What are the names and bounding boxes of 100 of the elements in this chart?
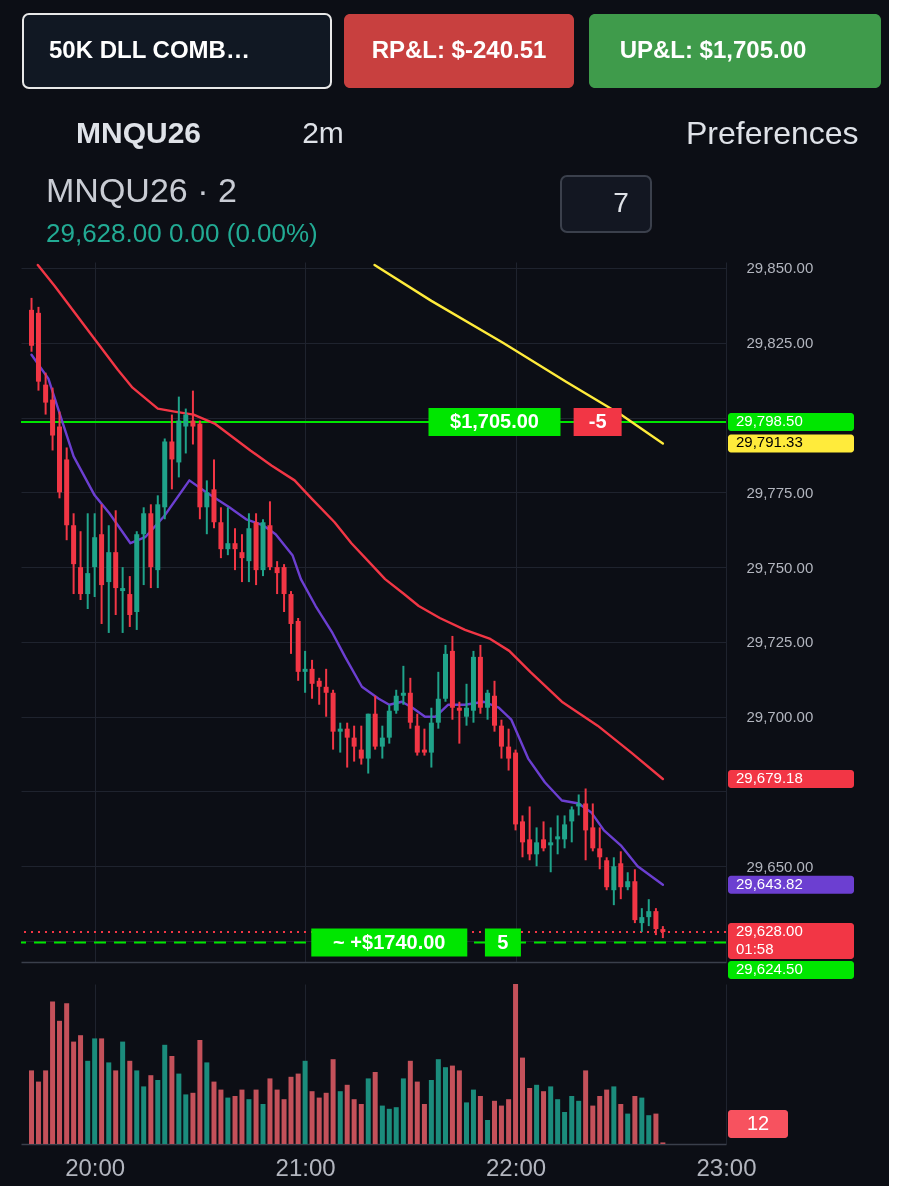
bar [225, 1097, 231, 1144]
bar [274, 1089, 280, 1144]
candlestick [344, 721, 350, 769]
y-tick-label: 29,775.00 [746, 483, 814, 501]
bar [351, 1099, 357, 1144]
candlestick [85, 512, 91, 611]
candlestick [204, 479, 210, 536]
x-tick-label: 20:00 [65, 1153, 126, 1181]
y-tick-label: 29,825.00 [746, 334, 814, 352]
text: 12 [746, 1112, 770, 1134]
candlestick [569, 805, 575, 844]
bar [379, 1105, 385, 1144]
candlestick [562, 814, 568, 850]
bar [141, 1086, 147, 1144]
bar [183, 1094, 189, 1144]
bar [527, 1088, 533, 1144]
bar [29, 1070, 35, 1144]
bar [442, 1067, 448, 1144]
bar [492, 1100, 498, 1144]
bar [78, 1035, 84, 1144]
bar [155, 1080, 161, 1144]
bar [456, 1070, 462, 1144]
candlestick [464, 682, 470, 727]
bar [555, 1099, 561, 1144]
text: RP&L: $-240.51 [371, 36, 547, 63]
candlestick [520, 814, 525, 859]
candlestick [590, 802, 596, 853]
candlestick [225, 506, 231, 557]
candlestick [302, 649, 308, 694]
bar [541, 1091, 547, 1144]
candlestick [274, 560, 280, 596]
bar [421, 1104, 427, 1144]
candlestick [498, 718, 504, 760]
ref-line-label: 29,624.50 [736, 960, 803, 978]
candlestick [534, 826, 540, 868]
bar [50, 1001, 56, 1144]
candlestick [435, 670, 441, 730]
bar [344, 1084, 350, 1144]
candlestick [120, 566, 126, 634]
candlestick [309, 658, 315, 700]
bar [99, 1038, 105, 1144]
bar [302, 1060, 308, 1144]
y-tick-label: 29,750.00 [746, 558, 814, 576]
bar [35, 1081, 41, 1144]
bar [562, 1112, 568, 1144]
bar [323, 1092, 329, 1144]
bar [414, 1081, 420, 1144]
y-tick-label: 29,725.00 [746, 633, 814, 651]
candlestick [618, 850, 624, 901]
candlestick [400, 664, 406, 706]
bar [590, 1105, 596, 1144]
bar [316, 1097, 322, 1144]
y-tick-label: 29,850.00 [746, 259, 814, 277]
candlestick [232, 527, 238, 572]
y-tick-label: 29,650.00 [746, 857, 814, 875]
text: 29,791.33 [736, 433, 803, 451]
bar [106, 1062, 112, 1144]
bar [64, 1003, 70, 1144]
bar [295, 1073, 301, 1144]
bar [85, 1060, 91, 1144]
bar [120, 1041, 126, 1144]
text: 29,643.82 [736, 874, 803, 892]
ref-line-label: 29,628.00 01:58 [736, 922, 803, 958]
bar [506, 1099, 512, 1144]
candlestick [323, 667, 329, 718]
bar [576, 1100, 582, 1144]
ref-line-label: 29,798.50 [736, 412, 803, 430]
bar [428, 1080, 434, 1144]
bar [218, 1089, 224, 1144]
bar [281, 1099, 287, 1144]
text: 29,679.18 [736, 768, 803, 786]
bar [632, 1096, 638, 1144]
bar [639, 1097, 645, 1144]
text: 7 [613, 187, 629, 218]
bar [625, 1113, 631, 1144]
candlestick [379, 724, 385, 760]
bar [653, 1113, 659, 1144]
bar [365, 1078, 371, 1144]
annotation: ~ +$1740.00 [333, 930, 446, 953]
bar [148, 1075, 154, 1144]
bar [43, 1070, 49, 1144]
bar [569, 1096, 575, 1144]
bar [485, 1120, 491, 1144]
bar [197, 1040, 203, 1144]
annotation: 5 [497, 930, 509, 953]
bar [407, 1060, 413, 1144]
x-tick-label: 22:00 [486, 1153, 547, 1181]
candlestick [646, 898, 652, 928]
text: UP&L: $1,705.00 [619, 36, 807, 63]
bar [57, 1020, 63, 1144]
x-tick-label: 23:00 [696, 1153, 757, 1181]
candlestick [541, 820, 547, 853]
line-series [373, 263, 665, 445]
bar [176, 1073, 182, 1144]
candlestick [421, 727, 427, 757]
candlestick [169, 413, 175, 491]
chart-subtitle: 29,628.00 0.00 (0.00%) [46, 218, 318, 248]
bar [260, 1104, 266, 1144]
bar [267, 1078, 273, 1144]
candlestick [555, 814, 561, 856]
